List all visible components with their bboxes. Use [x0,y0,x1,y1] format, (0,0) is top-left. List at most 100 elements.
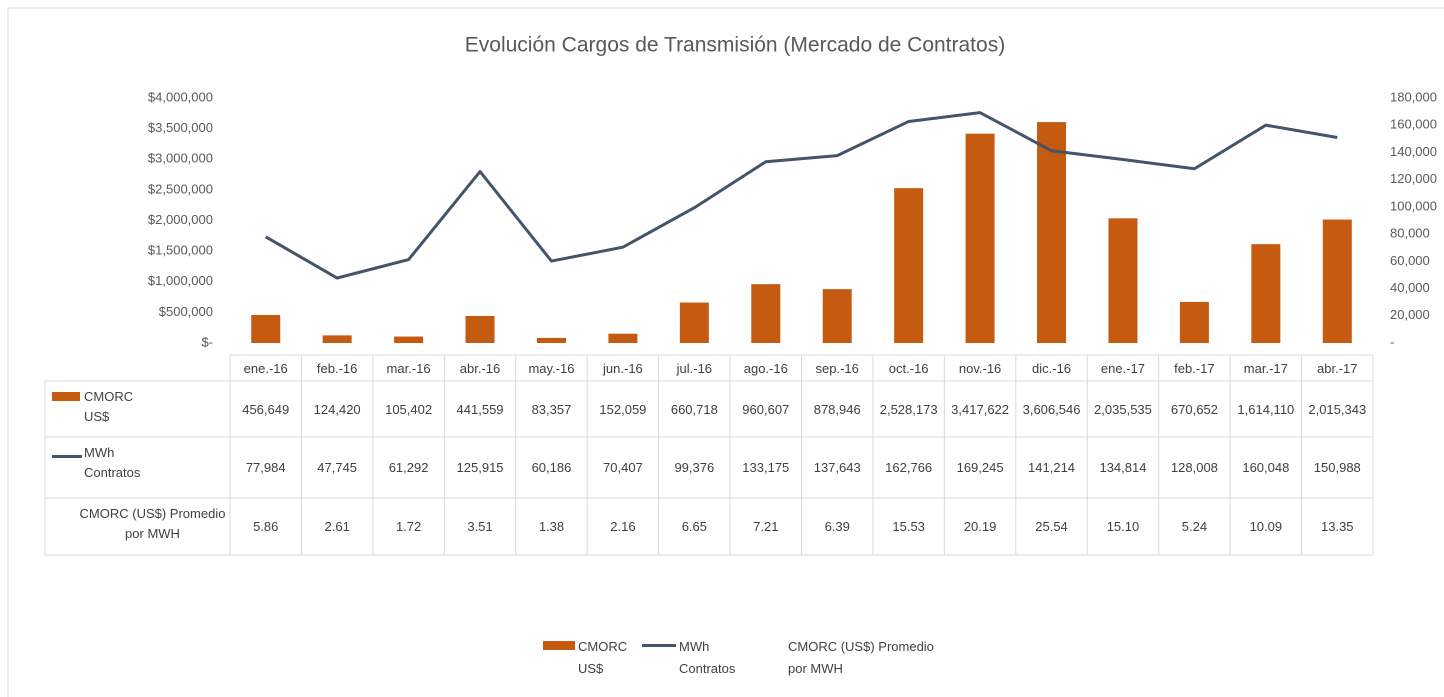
table-value: 441,559 [456,401,504,417]
bar [1108,218,1138,343]
bar [894,188,924,343]
table-value: 77,984 [245,460,286,475]
y-tick-label: $1,500,000 [148,243,213,258]
table-value: 960,607 [742,401,790,417]
row-header: CMORC US$ [84,389,134,424]
table-value: 3,606,546 [1022,401,1081,417]
x-tick-label: may.-16 [528,360,575,376]
table-value: 137,643 [813,460,861,475]
legend-label: MWh Contratos [679,639,736,676]
table-value: 83,357 [531,401,572,417]
table-value: 660,718 [670,401,718,417]
table-value: 128,008 [1170,460,1218,475]
bar [751,284,781,343]
table-value: 2.16 [610,519,636,534]
y-tick-label: $2,000,000 [148,212,213,227]
x-tick-label: feb.-17 [1174,360,1215,376]
table-value: 6.65 [681,519,707,534]
table-value: 124,420 [313,401,361,417]
legend-label: CMORC (US$) Promedio por MWH [788,639,934,676]
y2-tick-label: 60,000 [1390,253,1430,268]
y-tick-label: $3,000,000 [148,151,213,166]
table-value: 2,528,173 [879,401,938,417]
y2-tick-label: - [1390,334,1394,349]
y2-tick-label: 100,000 [1390,198,1437,213]
y2-tick-label: 20,000 [1390,307,1430,322]
bar [965,133,995,343]
table-value: 15.10 [1106,519,1140,534]
bar [394,336,424,343]
bar [251,315,281,343]
table-value: 10.09 [1249,519,1283,534]
x-tick-label: mar.-17 [1243,360,1288,376]
bar [1251,244,1281,343]
table-value: 152,059 [599,401,647,417]
y-tick-label: $4,000,000 [148,89,213,104]
x-tick-label: jun.-16 [603,360,643,376]
bar [822,289,852,343]
table-value: 60,186 [531,460,572,475]
legend-swatch [543,641,575,650]
chart-border [7,7,1444,697]
row-header: CMORC (US$) Promedio por MWH [79,506,226,541]
bar [465,315,495,343]
x-tick-label: ene.-16 [243,360,288,376]
table-value: 456,649 [242,401,290,417]
x-tick-label: oct.-16 [888,360,929,376]
table-value: 1,614,110 [1237,401,1295,417]
x-tick-label: dic.-16 [1032,360,1072,376]
table-value: 3.51 [467,519,493,534]
row-swatch [52,455,82,458]
y-tick-label: $2,500,000 [148,181,213,196]
table-value: 20.19 [963,519,997,534]
table-value: 47,745 [317,460,358,475]
table-value: 160,048 [1242,460,1290,475]
bar [536,337,566,343]
row-swatch [52,392,80,401]
y2-tick-label: 40,000 [1390,280,1430,295]
x-tick-label: mar.-16 [386,360,431,376]
y2-tick-label: 80,000 [1390,226,1430,241]
table-value: 61,292 [388,460,429,475]
table-value: 125,915 [456,460,504,475]
line-series [264,111,1338,280]
table-value: 1.72 [395,519,422,534]
table-value: 3,417,622 [951,401,1010,417]
x-tick-label: jul.-16 [676,360,713,376]
x-tick-label: feb.-16 [316,360,358,376]
table-value: 2,015,343 [1308,401,1367,417]
table-value: 878,946 [813,401,861,417]
bar [608,333,638,343]
table-value: 150,988 [1313,460,1361,475]
table-value: 15.53 [892,519,925,534]
table-value: 25.54 [1035,519,1068,534]
table-value: 70,407 [603,460,643,475]
table-value: 670,652 [1170,401,1218,417]
table-value: 134,814 [1099,460,1147,475]
x-tick-label: ene.-17 [1100,360,1146,376]
x-tick-label: ago.-16 [743,360,788,376]
legend-label: CMORC US$ [578,639,628,676]
bar [1037,122,1067,343]
x-tick-label: abr.-17 [1317,360,1358,376]
y2-tick-label: 180,000 [1390,89,1437,104]
table-value: 2.61 [324,519,350,534]
table-value: 169,245 [956,460,1004,475]
table-value: 7.21 [753,519,779,534]
bar [322,335,352,343]
table-value: 5.24 [1181,519,1208,534]
table-value: 2,035,535 [1094,401,1152,417]
table-value: 1.38 [538,519,565,534]
legend-swatch [642,644,676,647]
y-tick-label: $1,000,000 [148,273,213,288]
table-value: 105,402 [385,401,433,417]
bar [1322,219,1352,343]
x-tick-label: sep.-16 [815,360,859,376]
y2-tick-label: 140,000 [1390,144,1437,159]
table-value: 133,175 [742,460,790,475]
table-value: 13.35 [1321,519,1354,534]
bar [679,302,709,343]
y-tick-label: $3,500,000 [148,120,213,135]
